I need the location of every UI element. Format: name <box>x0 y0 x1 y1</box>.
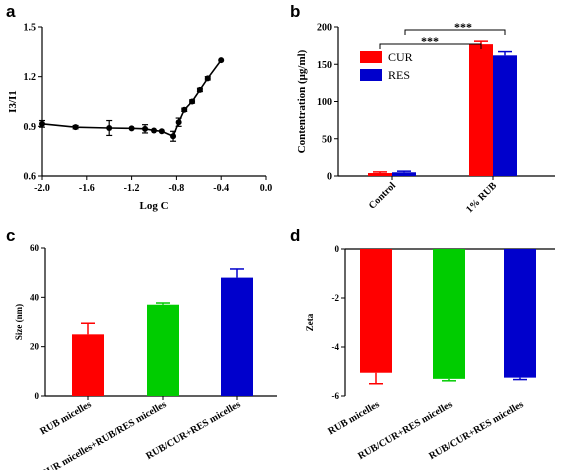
panel-label-d: d <box>290 226 300 245</box>
y-tick-label: 20 <box>30 342 40 352</box>
bar <box>360 249 392 373</box>
x-tick-label: 0.0 <box>260 183 273 194</box>
legend-swatch-res <box>360 69 382 81</box>
significance-label: *** <box>454 20 472 34</box>
significance-bracket <box>379 43 482 49</box>
data-point <box>142 125 149 132</box>
x-tick-label: -2.0 <box>34 183 50 194</box>
x-tick-label: -1.6 <box>79 183 95 194</box>
bar <box>504 249 536 378</box>
data-point <box>106 124 113 131</box>
y-tick-label: 40 <box>30 292 40 302</box>
chart-a: 0.6 0.9 1.2 1.5 -2.0 -1.6 -1.2 -0.8 -0.4 0.0 Log C… <box>7 23 272 213</box>
x-category-label: 1% RUB <box>464 180 499 215</box>
y-tick-label: 100 <box>317 97 332 108</box>
y-tick-label: 0.6 <box>24 172 37 183</box>
data-point <box>175 119 182 126</box>
legend-swatch-cur <box>360 51 382 63</box>
data-point <box>181 106 188 113</box>
y-tick-label: 150 <box>317 60 332 71</box>
data-point <box>128 125 135 132</box>
data-point <box>189 98 196 105</box>
x-tick-label: -0.4 <box>213 183 229 194</box>
bar <box>433 249 465 379</box>
y-tick-label: 60 <box>30 243 40 253</box>
panel-label-c: c <box>6 226 15 245</box>
significance-bracket <box>404 29 506 35</box>
bar-res <box>392 172 416 176</box>
y-tick-label: 0.9 <box>24 122 37 133</box>
bar-cur <box>469 44 493 177</box>
y-tick-label: 200 <box>317 23 332 34</box>
data-point <box>204 75 211 82</box>
data-point <box>218 57 225 64</box>
data-point <box>39 120 45 127</box>
legend-label-res: RES <box>388 68 410 82</box>
significance-label: *** <box>421 34 439 48</box>
y-tick-label: 0 <box>327 172 332 183</box>
y-axis-title: Size (nm) <box>14 304 24 340</box>
data-point <box>158 128 165 135</box>
x-tick-label: -1.2 <box>124 183 140 194</box>
data-point <box>170 133 177 140</box>
x-category-label: RUB/CUR micelles+RUB/RES micelles <box>18 399 169 470</box>
x-category-label: RUB micelles <box>38 399 93 437</box>
bar-res <box>493 55 517 177</box>
x-category-label: Control <box>367 180 398 211</box>
y-tick-label: -6 <box>332 391 340 401</box>
chart-b: 0 50 100 150 200 Contentration (μg/ml) Control… <box>296 20 555 215</box>
y-tick-label: 50 <box>322 134 332 145</box>
bar <box>72 334 104 396</box>
y-axis-title: I3/I1 <box>7 90 19 113</box>
y-axis-title: Zeta <box>305 313 315 331</box>
bar <box>221 277 253 396</box>
panel-label-a: a <box>6 2 16 21</box>
panel-label-b: b <box>290 2 300 21</box>
data-point <box>151 127 157 134</box>
x-tick-label: -0.8 <box>168 183 184 194</box>
legend-label-cur: CUR <box>388 50 413 64</box>
y-tick-label: 1.2 <box>24 72 37 83</box>
y-tick-label: 0 <box>335 244 340 254</box>
y-tick-label: 1.5 <box>24 23 37 34</box>
y-axis-title: Contentration (μg/ml) <box>296 49 308 153</box>
data-point <box>196 86 203 93</box>
y-tick-label: 0 <box>35 391 40 401</box>
x-category-label: RUB micelles <box>326 399 381 437</box>
x-axis-title: Log C <box>139 200 168 212</box>
y-tick-label: -4 <box>332 342 340 352</box>
series-line <box>41 59 222 138</box>
bar <box>147 304 179 396</box>
bar-cur <box>368 173 392 176</box>
data-point <box>72 124 79 131</box>
y-tick-label: -2 <box>332 293 340 303</box>
